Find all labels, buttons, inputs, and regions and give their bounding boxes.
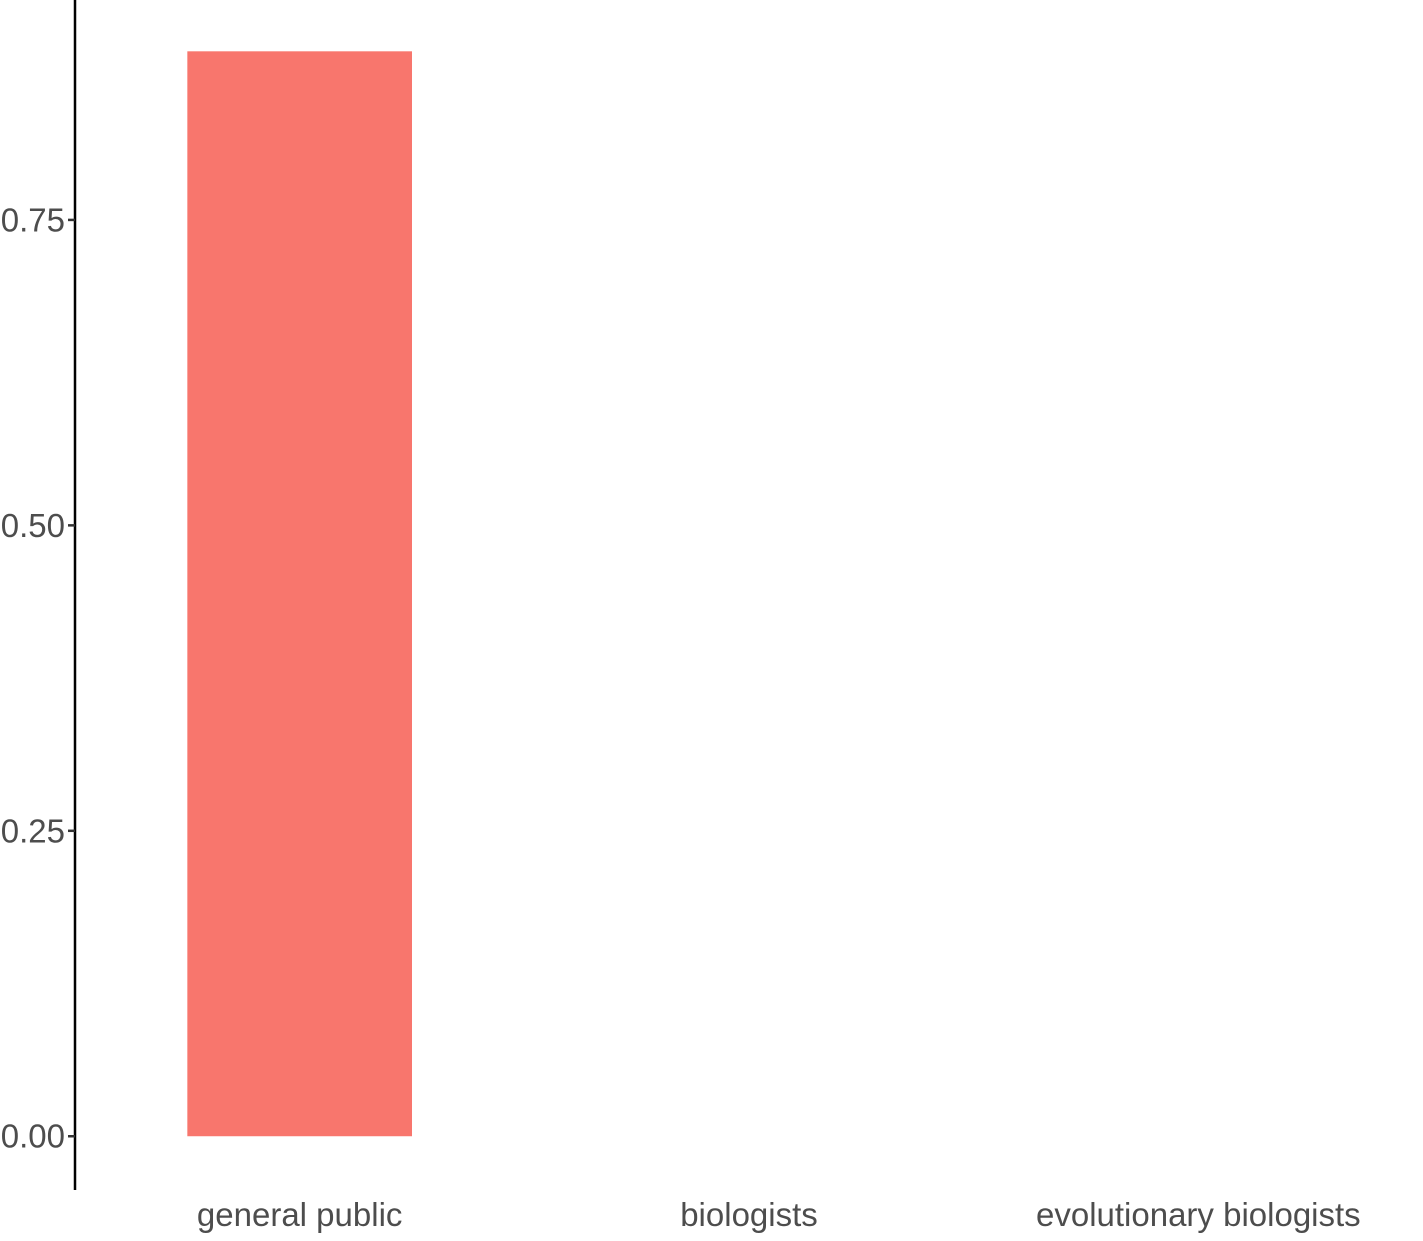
bar-general-public xyxy=(187,51,412,1137)
y-axis-ticks: 0.00 0.25 0.50 0.75 xyxy=(1,201,75,1155)
y-tick-label: 0.50 xyxy=(1,507,65,544)
y-tick-label: 0.75 xyxy=(1,201,65,238)
x-category-label: general public xyxy=(197,1196,402,1233)
x-axis-labels: general public biologists evolutionary bio… xyxy=(197,1196,1361,1233)
x-category-label: evolutionary biologists xyxy=(1036,1196,1361,1233)
y-tick-label: 0.00 xyxy=(1,1118,65,1155)
y-tick-label: 0.25 xyxy=(1,812,65,849)
bars xyxy=(187,51,412,1137)
x-category-label: biologists xyxy=(680,1196,818,1233)
